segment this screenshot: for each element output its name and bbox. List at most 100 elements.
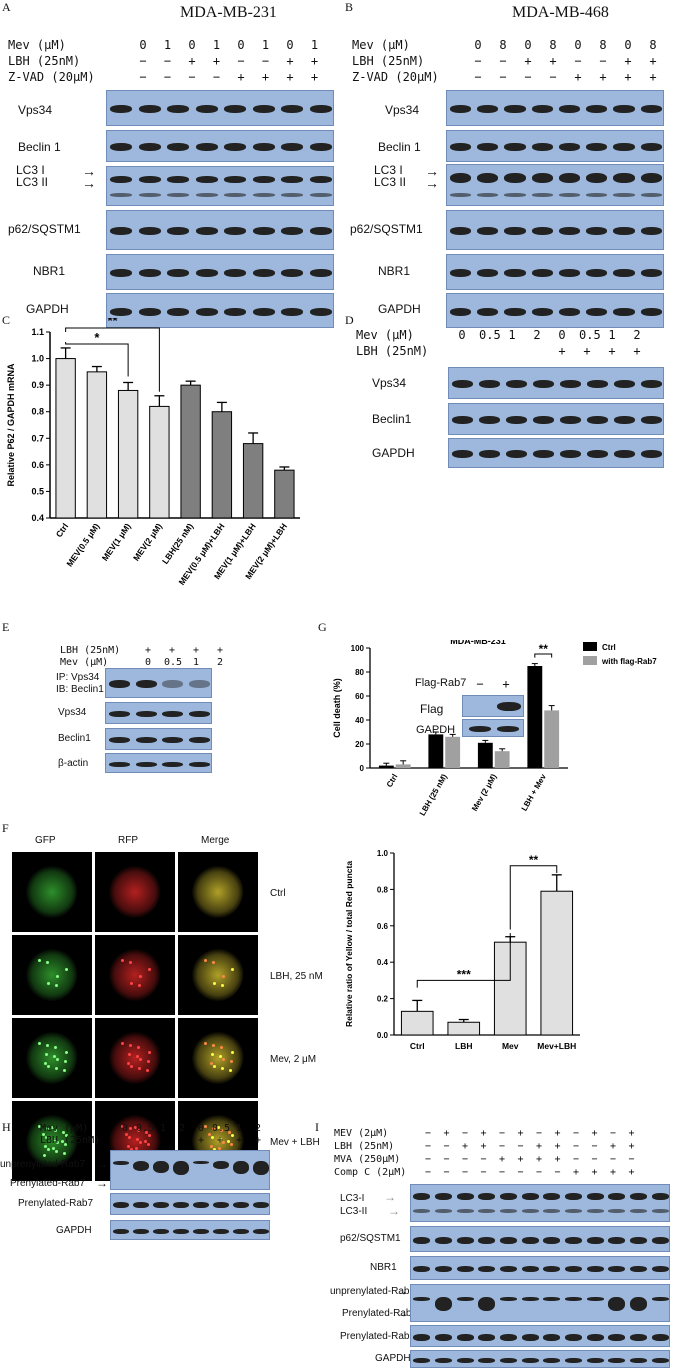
y-tick-label: 60 — [355, 692, 364, 701]
condition-value: + — [609, 1141, 617, 1152]
condition-value: + — [216, 645, 224, 656]
puncta-dot — [51, 1126, 54, 1129]
cell-body — [182, 856, 254, 928]
significance-bracket — [509, 865, 558, 930]
condition-value: + — [624, 70, 632, 84]
blot-band — [138, 143, 161, 151]
micrograph-column-label: RFP — [118, 835, 138, 846]
condition-value: − — [554, 1167, 561, 1178]
blot-strip — [410, 1350, 670, 1368]
condition-value: − — [549, 70, 557, 84]
puncta-dot — [204, 1125, 207, 1128]
condition-value: − — [572, 1141, 580, 1152]
puncta-dot — [144, 1140, 147, 1143]
puncta-dot — [148, 1134, 151, 1137]
condition-label: Z-VAD (20μM) — [352, 70, 439, 84]
g-inset-val-1: − — [476, 677, 484, 691]
condition-value: + — [554, 1154, 561, 1165]
cell-body — [20, 1026, 84, 1090]
condition-label: Mev (μM) — [60, 657, 109, 668]
blot-band — [504, 307, 526, 316]
blot-band — [138, 307, 161, 316]
puncta-dot — [56, 1141, 59, 1144]
blot-band — [224, 307, 247, 316]
y-axis-label: Cell death (%) — [332, 678, 342, 738]
condition-value: − — [237, 54, 245, 68]
blot-band — [167, 105, 190, 113]
blot-strip — [410, 1226, 670, 1252]
blot-label: GAPDH — [56, 1225, 92, 1236]
blot-band — [500, 1266, 517, 1272]
blot-band — [195, 143, 218, 151]
cell-body — [18, 941, 86, 1009]
bar — [211, 411, 233, 519]
panel-e-letter: E — [2, 620, 10, 634]
condition-value: 2 — [178, 1123, 186, 1134]
condition-value: + — [192, 645, 200, 656]
blot-band — [613, 105, 635, 113]
blot-band — [435, 1297, 452, 1311]
puncta-dot — [55, 1067, 58, 1070]
condition-value: 0.5 — [579, 328, 601, 342]
blot-band — [613, 450, 636, 458]
blot-strip — [446, 164, 664, 206]
blot-band — [613, 307, 635, 316]
condition-value: − — [424, 1154, 432, 1165]
blot-band — [413, 1297, 431, 1301]
condition-value: + — [197, 1135, 205, 1146]
bar — [447, 1021, 481, 1036]
condition-value: + — [633, 344, 641, 358]
blot-band — [153, 1202, 169, 1208]
condition-value: + — [628, 1167, 635, 1178]
condition-value: 2 — [533, 328, 541, 342]
blot-label: Prenylated-Rab7 — [340, 1331, 416, 1342]
blot-band — [413, 1209, 431, 1213]
blot-band — [195, 176, 218, 183]
cell-body — [99, 856, 171, 928]
condition-value: − — [524, 70, 532, 84]
blot-band — [531, 227, 553, 235]
puncta-dot — [54, 1046, 57, 1049]
puncta-dot — [65, 1134, 68, 1137]
blot-band — [135, 711, 157, 717]
blot-label-lc3-i: LC3 I — [16, 163, 45, 177]
blot-strip — [106, 130, 334, 162]
condition-label: MVA (250μM) — [334, 1154, 401, 1165]
chart-title: MDA-MB-231 — [450, 640, 506, 646]
condition-value: + — [574, 70, 582, 84]
blot-band — [559, 416, 582, 424]
blot-strip — [410, 1325, 670, 1347]
blot-band — [451, 380, 474, 388]
cell-body — [16, 856, 88, 928]
condition-value: 1 — [261, 38, 270, 52]
puncta-dot — [44, 1145, 47, 1148]
blot-band — [478, 416, 501, 424]
condition-value: + — [599, 70, 607, 84]
blot-strip — [106, 254, 334, 290]
blot-band — [630, 1236, 647, 1244]
puncta-dot — [45, 1136, 48, 1139]
condition-value: + — [628, 1141, 635, 1152]
condition-value: 2 — [216, 657, 224, 668]
blot-label: NBR1 — [378, 264, 411, 278]
blot-band — [252, 307, 275, 316]
micrograph-image — [12, 1018, 92, 1098]
condition-value: 8 — [549, 38, 557, 52]
blot-strip — [105, 728, 212, 750]
micrograph-image — [12, 1101, 92, 1181]
bar — [242, 443, 264, 519]
blot-band — [173, 1202, 189, 1208]
puncta-dot — [130, 982, 133, 985]
puncta-dot — [231, 968, 234, 971]
blot-band — [456, 1297, 474, 1301]
blot-band — [309, 105, 332, 113]
condition-value: + — [480, 1128, 487, 1139]
puncta-dot — [217, 1126, 220, 1129]
condition-value: + — [188, 54, 196, 68]
cell-body — [184, 941, 252, 1009]
blot-band — [281, 269, 304, 277]
condition-value: + — [554, 1141, 561, 1152]
condition-value: − — [474, 70, 482, 84]
blot-band — [449, 269, 472, 277]
blot-band — [640, 450, 663, 458]
